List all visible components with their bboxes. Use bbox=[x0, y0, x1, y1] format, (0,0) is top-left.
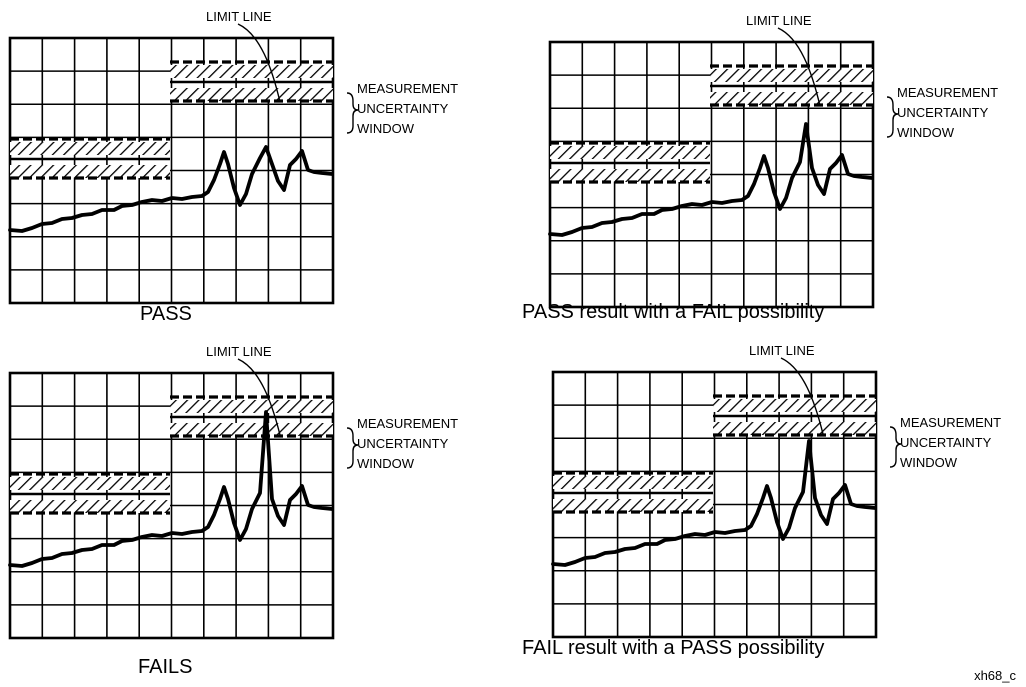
window-hatch-upper bbox=[553, 476, 713, 489]
panel-fail-with-pass-possibility: LIMIT LINE MEASUREMENT UNCERTAINTY WINDO… bbox=[522, 343, 1001, 659]
signal-trace bbox=[548, 122, 874, 237]
window-label-line-3: WINDOW bbox=[900, 455, 958, 470]
window-label-line-1: MEASUREMENT bbox=[357, 416, 458, 431]
panel-caption: PASS result with a FAIL possibility bbox=[522, 301, 824, 323]
limit-line-label: LIMIT LINE bbox=[206, 9, 272, 24]
window-hatch-upper bbox=[10, 477, 170, 490]
window-hatch-lower bbox=[10, 165, 170, 178]
window-hatch-upper bbox=[10, 142, 170, 155]
window-label-line-3: WINDOW bbox=[357, 121, 415, 136]
window-brace bbox=[886, 96, 899, 138]
window-hatch-lower bbox=[170, 88, 333, 101]
window-label-line-3: WINDOW bbox=[897, 125, 955, 140]
limit-line-pointer bbox=[777, 27, 821, 107]
limit-line-label: LIMIT LINE bbox=[206, 344, 272, 359]
window-label-line-3: WINDOW bbox=[357, 456, 415, 471]
window-hatch-lower bbox=[10, 500, 170, 513]
limit-line-pointer bbox=[237, 23, 281, 103]
limit-line-label: LIMIT LINE bbox=[746, 13, 812, 28]
window-hatch-lower bbox=[713, 422, 876, 435]
panel-caption: FAIL result with a PASS possibility bbox=[522, 637, 824, 659]
signal-trace bbox=[8, 410, 334, 568]
panel-caption: PASS bbox=[140, 303, 192, 325]
signal-trace bbox=[8, 145, 334, 233]
limit-line-label: LIMIT LINE bbox=[749, 343, 815, 358]
signal-trace bbox=[551, 439, 877, 567]
panel-pass-with-fail-possibility: LIMIT LINE MEASUREMENT UNCERTAINTY WINDO… bbox=[522, 13, 998, 323]
uncertainty-window bbox=[10, 60, 333, 180]
window-hatch-upper bbox=[550, 146, 710, 159]
window-brace bbox=[346, 427, 359, 469]
window-label-line-2: UNCERTAINTY bbox=[897, 105, 989, 120]
uncertainty-window bbox=[10, 395, 333, 515]
panel-pass: LIMIT LINE MEASUREMENT UNCERTAINTY WINDO… bbox=[8, 9, 458, 325]
window-label-line-1: MEASUREMENT bbox=[357, 81, 458, 96]
window-label-line-1: MEASUREMENT bbox=[897, 85, 998, 100]
window-brace bbox=[889, 426, 902, 468]
window-hatch-lower bbox=[553, 499, 713, 512]
window-hatch-upper bbox=[713, 399, 876, 412]
window-label-line-2: UNCERTAINTY bbox=[357, 436, 449, 451]
limit-line-pointer bbox=[780, 357, 824, 435]
uncertainty-window bbox=[553, 394, 876, 514]
window-hatch-lower bbox=[550, 169, 710, 182]
panel-fails: LIMIT LINE MEASUREMENT UNCERTAINTY WINDO… bbox=[8, 344, 458, 678]
panel-caption: FAILS bbox=[138, 656, 192, 678]
uncertainty-window bbox=[550, 64, 873, 184]
figure-id: xh68_c bbox=[974, 668, 1016, 683]
window-hatch-lower bbox=[170, 423, 333, 436]
window-label-line-1: MEASUREMENT bbox=[900, 415, 1001, 430]
window-hatch-upper bbox=[170, 400, 333, 413]
window-brace bbox=[346, 92, 359, 134]
window-hatch-upper bbox=[170, 65, 333, 78]
limit-line-pointer bbox=[237, 358, 281, 436]
window-label-line-2: UNCERTAINTY bbox=[900, 435, 992, 450]
window-label-line-2: UNCERTAINTY bbox=[357, 101, 449, 116]
window-hatch-lower bbox=[710, 92, 873, 105]
window-hatch-upper bbox=[710, 69, 873, 82]
